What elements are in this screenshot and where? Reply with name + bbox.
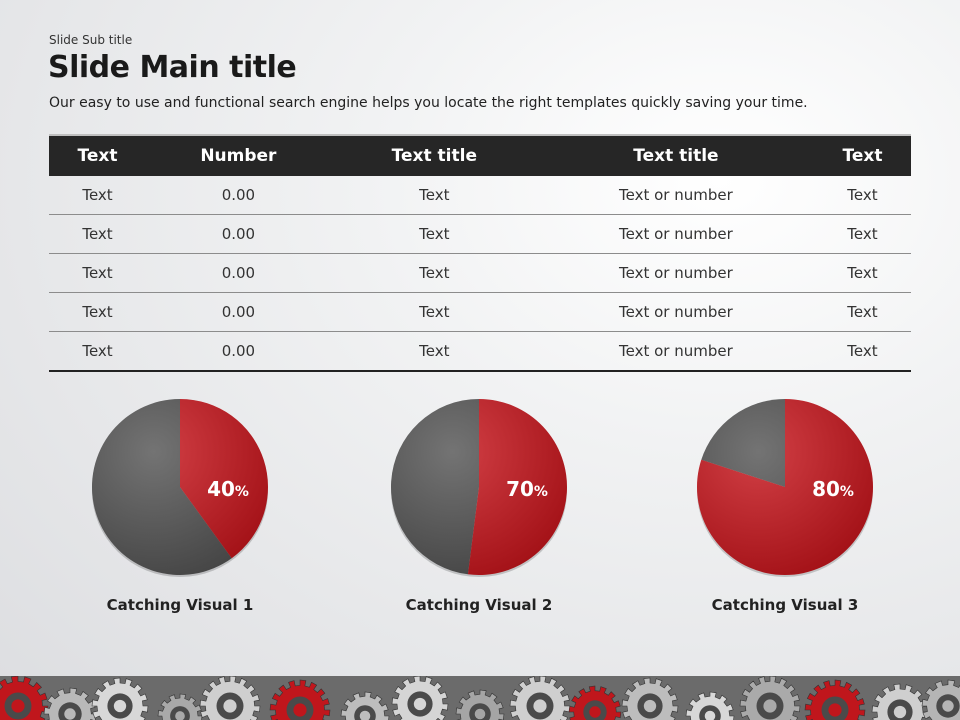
gear-shape: [91, 677, 149, 720]
table-header-row: Text Number Text title Text title Text: [49, 134, 911, 176]
table-cell: Text: [330, 214, 538, 254]
table-cell: Text: [813, 253, 911, 293]
pie-caption: Catching Visual 2: [405, 596, 553, 614]
column-header: Text title: [330, 134, 538, 176]
pie-chart-svg: 40%: [91, 399, 268, 577]
pie-caption: Catching Visual 1: [106, 596, 254, 614]
table-cell: 0.00: [146, 253, 331, 293]
table-cell: Text: [330, 292, 538, 332]
column-header: Text title: [537, 134, 814, 176]
pie-chart-1: 40% Catching Visual 1: [50, 399, 310, 614]
gear-decoration-strip: [0, 676, 960, 720]
gear-shape: [269, 679, 331, 720]
gear-shape: [509, 676, 571, 720]
pie-value-unit: %: [235, 484, 249, 500]
table-cell: Text: [49, 292, 146, 332]
table-cell: Text: [49, 331, 146, 372]
pie-chart-svg: 70%: [390, 399, 567, 577]
column-header: Text: [813, 134, 911, 176]
table-cell: Text: [813, 292, 911, 332]
table-cell: 0.00: [146, 292, 331, 332]
table-cell: 0.00: [146, 331, 331, 372]
table-cell: Text or number: [537, 292, 814, 332]
gear-shape: [568, 685, 622, 720]
gear-shape: [340, 691, 390, 720]
gear-shape: [871, 683, 929, 720]
pie-value-unit: %: [534, 484, 548, 500]
pie-value-unit: %: [840, 484, 854, 500]
pie-value-label: 40%: [207, 477, 249, 501]
slide-subtitle: Slide Sub title: [49, 33, 133, 47]
pie-caption: Catching Visual 3: [711, 596, 859, 614]
table-cell: Text: [49, 214, 146, 254]
table-cell: Text: [49, 253, 146, 293]
gear-shape: [621, 677, 679, 720]
table-cell: Text or number: [537, 176, 814, 215]
slide-title: Slide Main title: [48, 50, 297, 85]
table-cell: Text: [330, 253, 538, 293]
gear-shape: [0, 676, 49, 720]
table-cell: 0.00: [146, 176, 331, 215]
pie-gloss: [697, 399, 873, 575]
table-cell: Text: [813, 331, 911, 372]
gear-shape: [804, 679, 866, 720]
table-cell: Text or number: [537, 214, 814, 254]
table-row: Text 0.00 Text Text or number Text: [49, 253, 911, 293]
table-cell: Text: [813, 214, 911, 254]
table-cell: Text: [330, 331, 538, 372]
gear-shape: [685, 691, 735, 720]
gear-shape: [455, 689, 505, 720]
pie-chart-svg: 80%: [697, 399, 873, 577]
slide-description: Our easy to use and functional search en…: [49, 95, 808, 111]
gear-shape: [199, 676, 261, 720]
pie-gloss: [92, 399, 268, 575]
pie-gloss: [391, 399, 567, 575]
gear-shape: [157, 693, 203, 720]
table-cell: Text or number: [537, 331, 814, 372]
table-cell: Text: [330, 176, 538, 215]
table-row: Text 0.00 Text Text or number Text: [49, 292, 911, 332]
pie-value-label: 80%: [812, 477, 854, 501]
gear-icon: [0, 676, 960, 720]
pie-chart-3: 80% Catching Visual 3: [655, 399, 915, 614]
column-header: Number: [146, 134, 331, 176]
table-cell: Text: [49, 176, 146, 215]
table-cell: Text or number: [537, 253, 814, 293]
gear-shape: [921, 679, 960, 720]
gear-shape: [43, 687, 97, 720]
table-row: Text 0.00 Text Text or number Text: [49, 176, 911, 215]
pie-value-number: 80: [812, 477, 840, 501]
table-cell: 0.00: [146, 214, 331, 254]
gear-shape: [739, 676, 801, 720]
table-row: Text 0.00 Text Text or number Text: [49, 214, 911, 254]
pie-value-number: 40: [207, 477, 235, 501]
pie-value-number: 70: [506, 477, 534, 501]
column-header: Text: [49, 134, 146, 176]
gear-shape: [391, 676, 449, 720]
pie-chart-2: 70% Catching Visual 2: [349, 399, 609, 614]
data-table: Text Number Text title Text title Text T…: [49, 134, 911, 372]
table-cell: Text: [813, 176, 911, 215]
pie-value-label: 70%: [506, 477, 548, 501]
table-row: Text 0.00 Text Text or number Text: [49, 331, 911, 372]
